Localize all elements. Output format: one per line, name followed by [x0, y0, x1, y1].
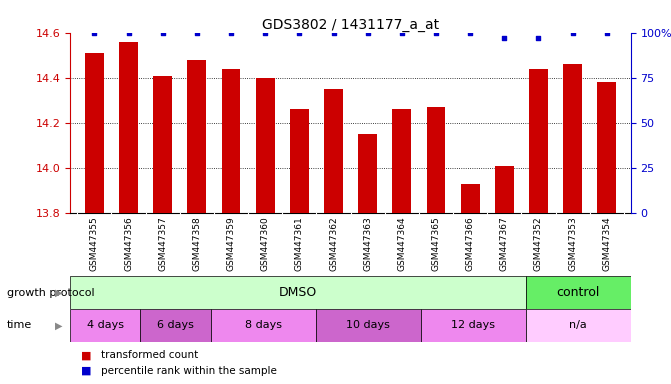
Text: GSM447358: GSM447358 [193, 216, 201, 271]
Text: ■: ■ [81, 366, 91, 376]
Bar [290, 109, 309, 213]
Text: GSM447365: GSM447365 [431, 216, 440, 271]
Bar [187, 60, 206, 213]
Point [533, 35, 544, 41]
Bar [525, 276, 631, 309]
Text: GSM447367: GSM447367 [500, 216, 509, 271]
Point [260, 30, 270, 36]
Bar [119, 41, 138, 213]
Bar [315, 309, 421, 342]
Bar [358, 134, 377, 213]
Text: GSM447353: GSM447353 [568, 216, 577, 271]
Point [157, 30, 168, 36]
Text: GSM447363: GSM447363 [363, 216, 372, 271]
Text: n/a: n/a [569, 320, 587, 331]
Bar [495, 166, 514, 213]
Point [328, 30, 339, 36]
Text: GSM447357: GSM447357 [158, 216, 167, 271]
Bar [70, 276, 525, 309]
Point [601, 30, 612, 36]
Point [567, 30, 578, 36]
Point [397, 30, 407, 36]
Text: 10 days: 10 days [346, 320, 390, 331]
Bar [256, 78, 274, 213]
Bar [427, 107, 446, 213]
Bar [85, 53, 104, 213]
Text: 6 days: 6 days [157, 320, 194, 331]
Text: 12 days: 12 days [451, 320, 495, 331]
Point [294, 30, 305, 36]
Bar [525, 309, 631, 342]
Point [431, 30, 442, 36]
Point [191, 30, 202, 36]
Bar [70, 309, 140, 342]
Text: GSM447356: GSM447356 [124, 216, 133, 271]
Bar [529, 69, 548, 213]
Text: 4 days: 4 days [87, 320, 124, 331]
Point [225, 30, 236, 36]
Text: GSM447360: GSM447360 [261, 216, 270, 271]
Bar [597, 82, 616, 213]
Text: ▶: ▶ [54, 320, 62, 331]
Bar [153, 76, 172, 213]
Point [123, 30, 134, 36]
Text: ■: ■ [81, 350, 91, 360]
Text: transformed count: transformed count [101, 350, 198, 360]
Text: percentile rank within the sample: percentile rank within the sample [101, 366, 276, 376]
Text: GSM447355: GSM447355 [90, 216, 99, 271]
Text: ▶: ▶ [54, 288, 62, 298]
Point [362, 30, 373, 36]
Text: 8 days: 8 days [244, 320, 282, 331]
Point [465, 30, 476, 36]
Bar [140, 309, 211, 342]
Text: GSM447354: GSM447354 [603, 216, 611, 271]
Bar [393, 109, 411, 213]
Text: growth protocol: growth protocol [7, 288, 95, 298]
Title: GDS3802 / 1431177_a_at: GDS3802 / 1431177_a_at [262, 18, 439, 31]
Text: GSM447366: GSM447366 [466, 216, 474, 271]
Bar [421, 309, 525, 342]
Point [89, 30, 100, 36]
Bar [211, 309, 315, 342]
Text: GSM447352: GSM447352 [534, 216, 543, 271]
Text: GSM447362: GSM447362 [329, 216, 338, 271]
Text: GSM447364: GSM447364 [397, 216, 407, 271]
Point [499, 35, 510, 41]
Bar [563, 64, 582, 213]
Bar [324, 89, 343, 213]
Text: time: time [7, 320, 32, 331]
Text: control: control [556, 286, 600, 299]
Bar [461, 184, 480, 213]
Text: DMSO: DMSO [279, 286, 317, 299]
Text: GSM447361: GSM447361 [295, 216, 304, 271]
Text: GSM447359: GSM447359 [227, 216, 236, 271]
Bar [221, 69, 240, 213]
